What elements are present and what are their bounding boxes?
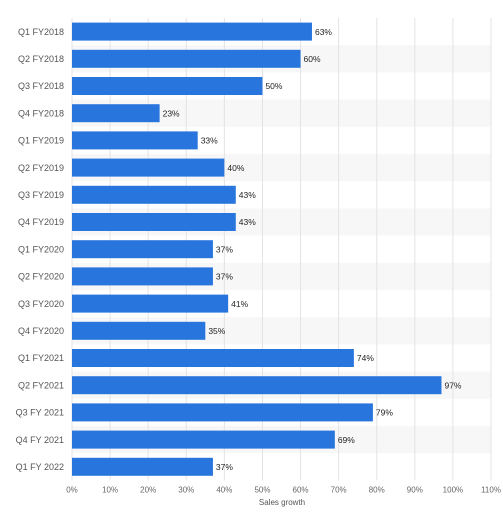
category-label: Q1 FY2020 [18,244,64,254]
data-labels: 63% 60% 50% 23% 33% 40% 43% 43% 37% 37% 41% 35% 74% 9… [163,27,462,472]
bar [72,267,213,286]
bar [72,158,225,177]
bar [72,185,236,204]
category-label: Q3 FY2020 [18,299,64,309]
category-labels: Q1 FY2018 Q2 FY2018 Q3 FY2018 Q4 FY2018 Q1 F… [16,27,64,472]
bar [72,349,354,367]
bar [72,321,206,340]
x-tick-label: 40% [216,485,232,494]
x-tick-label: 0% [66,485,78,494]
category-label: Q2 FY2018 [18,54,64,64]
x-tick-label: 20% [140,485,156,494]
category-label: Q2 FY2021 [18,380,64,390]
data-label: 43% [239,217,256,227]
data-label: 40% [227,163,244,173]
bar [72,294,229,313]
bar [72,77,263,95]
bar [72,22,312,41]
bar [72,131,198,150]
x-tick-label: 80% [369,485,385,494]
category-label: Q4 FY2020 [18,326,64,336]
bar [72,213,236,231]
category-label: Q3 FY 2021 [16,408,64,418]
data-label: 60% [304,54,321,64]
bar [72,403,373,422]
data-label: 63% [315,27,332,37]
x-tick-label: 50% [254,485,270,494]
data-label: 79% [376,408,393,418]
x-tick-label: 10% [102,485,118,494]
category-label: Q1 FY 2022 [16,462,64,472]
data-label: 69% [338,435,355,445]
x-tick-label: 30% [178,485,194,494]
bar [72,457,213,476]
category-label: Q2 FY2020 [18,272,64,282]
category-label: Q4 FY2018 [18,108,64,118]
data-label: 74% [357,353,374,363]
data-label: 37% [216,272,233,282]
category-label: Q1 FY2018 [18,27,64,37]
category-label: Q2 FY2019 [18,163,64,173]
data-label: 37% [216,462,233,472]
category-label: Q4 FY2019 [18,217,64,227]
data-label: 50% [265,81,282,91]
category-label: Q1 FY2019 [18,136,64,146]
category-label: Q1 FY2021 [18,353,64,363]
x-axis-title: Sales growth [259,498,305,507]
x-tick-label: 90% [407,485,423,494]
bars [72,22,442,476]
bar [72,430,335,449]
category-label: Q4 FY 2021 [16,435,64,445]
bar [72,240,213,259]
x-tick-label: 100% [443,485,463,494]
category-label: Q3 FY2019 [18,190,64,200]
data-label: 35% [208,326,225,336]
x-tick-label: 110% [481,485,501,494]
data-label: 97% [444,380,461,390]
data-label: 33% [201,136,218,146]
x-tick-label: 70% [331,485,347,494]
bar [72,49,301,68]
data-label: 37% [216,244,233,254]
x-tick-label: 60% [293,485,309,494]
x-tick-labels: 0% 10% 20% 30% 40% 50% 60% 70% 80% 90% 100% 110% [66,485,501,494]
data-label: 23% [163,108,180,118]
category-label: Q3 FY2018 [18,81,64,91]
data-label: 41% [231,299,248,309]
bar [72,104,160,123]
data-label: 43% [239,190,256,200]
bar [72,376,442,395]
